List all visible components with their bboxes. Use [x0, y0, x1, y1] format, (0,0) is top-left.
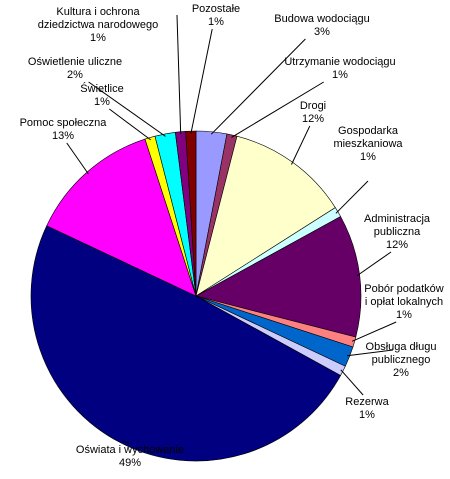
slice-label-text: Pobór podatków — [364, 283, 444, 295]
leader-line-pomoc-spoleczna — [66, 142, 89, 175]
slice-percent-label: 1% — [208, 16, 224, 28]
slice-label-text: Świetlice — [80, 82, 123, 95]
pie-slice-oswiata-i-wychowanie — [30, 225, 341, 462]
slice-label-oswietlenie-uliczne: Oświetlenie uliczne 2% — [28, 56, 122, 81]
slice-label-kultura-i-ochrona-dziedzictwa-narodowego: Kultura i ochrona dziedzictwa narodowego 1… — [38, 6, 158, 44]
leader-line-pobor-podatkow-i-oplat-lokalnych — [351, 321, 397, 342]
leader-line-administracja-publiczna — [356, 251, 392, 277]
slice-percent-label: 2% — [393, 367, 409, 379]
leader-line-rezerwa — [340, 369, 364, 396]
slice-label-obsluga-dlugu-publicznego: Obsługa długu publicznego 2% — [366, 341, 437, 379]
slice-label-budowa-wodociagu: Budowa wodociągu 3% — [274, 13, 369, 38]
slice-label-oswiata-i-wychowanie: Oświata i wychowanie 49% — [76, 444, 184, 469]
slice-label-text: Rezerwa — [345, 396, 389, 408]
pie-labels: Budowa wodociągu 3%Utrzymanie wodociągu 1%… — [20, 3, 444, 469]
slice-percent-label: 2% — [67, 69, 83, 81]
slice-label-rezerwa: Rezerwa 1% — [345, 396, 389, 421]
slice-percent-label: 1% — [90, 32, 106, 44]
slice-label-text: Drogi — [300, 100, 326, 112]
slice-label-text: Utrzymanie wodociągu — [284, 56, 395, 68]
slice-label-pobor-podatkow-i-oplat-lokalnych: Pobór podatków i opłat lokalnych 1% — [364, 283, 444, 321]
slice-label-pomoc-spoleczna: Pomoc społeczna 13% — [20, 117, 108, 142]
slice-label-pozostale: Pozostałe 1% — [192, 3, 240, 28]
slice-percent-label: 12% — [302, 113, 324, 125]
slice-label-text: Gospodarka — [338, 125, 399, 137]
slice-label-gospodarka-mieszkaniowa: Gospodarka mieszkaniowa 1% — [333, 125, 403, 163]
slice-label-text: i opłat lokalnych — [365, 296, 443, 308]
slice-label-text: Budowa wodociągu — [274, 13, 369, 25]
pie-slices — [30, 130, 362, 462]
slice-percent-label: 12% — [386, 239, 408, 251]
slice-label-text: dziedzictwa narodowego — [38, 19, 158, 31]
leader-line-oswiata-i-wychowanie — [122, 440, 129, 444]
slice-label-text: Administracja — [364, 213, 431, 225]
leader-line-drogi — [291, 125, 311, 165]
slice-label-text: Pozostałe — [192, 3, 240, 15]
pie-slice-administracja-publiczna — [195, 216, 362, 338]
leader-line-utrzymanie-wodociagu — [231, 81, 324, 138]
slice-percent-label: 3% — [314, 26, 330, 38]
slice-label-swietlice: Świetlice 1% — [80, 82, 123, 108]
slice-label-text: Oświata i wychowanie — [76, 444, 184, 456]
slice-label-text: publiczna — [374, 226, 421, 238]
slice-label-text: Oświetlenie uliczne — [28, 56, 122, 68]
leader-line-pozostale — [190, 28, 213, 134]
slice-percent-label: 1% — [94, 96, 110, 108]
slice-label-text: publicznego — [372, 354, 431, 366]
slice-label-text: mieszkaniowa — [333, 138, 403, 150]
slice-percent-label: 1% — [396, 309, 412, 321]
slice-percent-label: 1% — [360, 151, 376, 163]
leader-line-oswietlenie-uliczne — [88, 81, 166, 137]
slice-label-drogi: Drogi 12% — [300, 100, 326, 125]
leader-line-swietlice — [109, 108, 151, 141]
slice-percent-label: 13% — [52, 130, 74, 142]
leader-line-gospodarka-mieszkaniowa — [335, 180, 369, 214]
leader-line-kultura-i-ochrona-dziedzictwa-narodowego — [176, 14, 182, 135]
slice-label-text: Pomoc społeczna — [20, 117, 108, 129]
slice-label-text: Obsługa długu — [366, 341, 437, 353]
pie-leader-lines — [66, 14, 397, 444]
pie-slice-pozostale — [185, 130, 197, 297]
slice-label-text: Kultura i ochrona — [56, 6, 140, 18]
leader-line-budowa-wodociagu — [210, 38, 306, 135]
slice-percent-label: 49% — [119, 457, 141, 469]
slice-label-administracja-publiczna: Administracja publiczna 12% — [364, 213, 431, 251]
leader-line-obsluga-dlugu-publicznego — [347, 349, 393, 357]
slice-percent-label: 1% — [359, 409, 375, 421]
slice-label-utrzymanie-wodociagu: Utrzymanie wodociągu 1% — [284, 56, 395, 81]
slice-percent-label: 1% — [332, 69, 348, 81]
